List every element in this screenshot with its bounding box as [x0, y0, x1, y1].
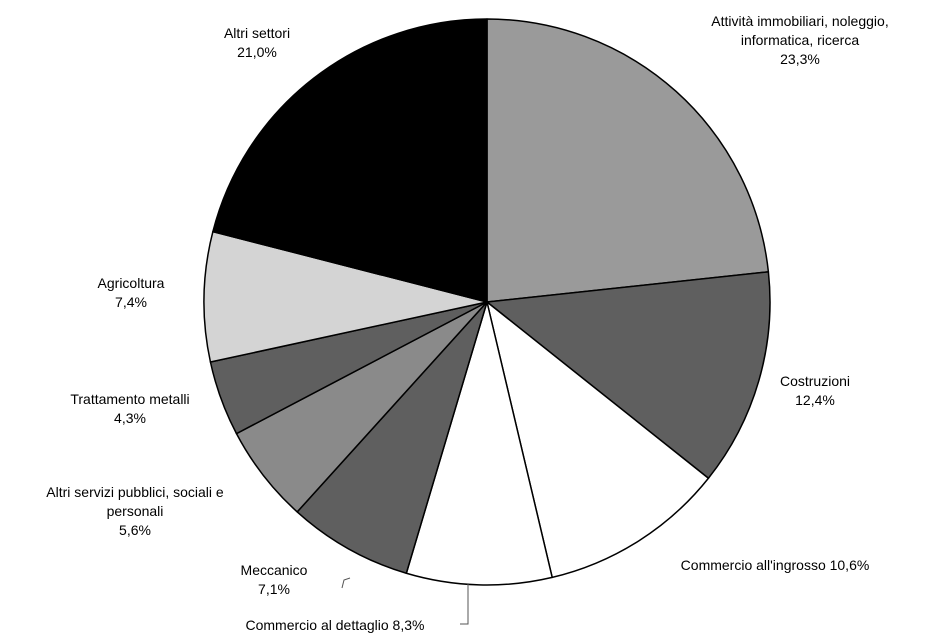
- slice-label: Agricoltura 7,4%: [98, 275, 165, 310]
- leader-line: [341, 577, 351, 589]
- slice-label: Trattamento metalli 4,3%: [70, 391, 189, 426]
- pie-slice: [486, 301, 710, 579]
- slice-label: Costruzioni 12,4%: [780, 373, 850, 408]
- leader-lines-layer: [341, 577, 469, 625]
- slice-label: Altri servizi pubblici, sociali e persona…: [46, 484, 224, 538]
- labels-layer: Attività immobiliari, noleggio, informati…: [46, 13, 888, 633]
- leader-line: [460, 584, 469, 625]
- pie-slice: [296, 301, 488, 575]
- slice-label: Attività immobiliari, noleggio, informati…: [711, 13, 888, 67]
- pie-slice: [486, 271, 771, 479]
- pie-slice: [212, 18, 488, 303]
- pie-slice: [405, 301, 553, 586]
- slice-label: Altri settori 21,0%: [224, 25, 290, 60]
- slice-label: Commercio al dettaglio 8,3%: [246, 617, 425, 633]
- pie-slice: [486, 18, 770, 303]
- pie-slice: [203, 230, 488, 363]
- slice-label: Meccanico 7,1%: [241, 562, 308, 597]
- slices-layer: [203, 18, 771, 586]
- slice-label: Commercio all'ingrosso 10,6%: [681, 557, 870, 573]
